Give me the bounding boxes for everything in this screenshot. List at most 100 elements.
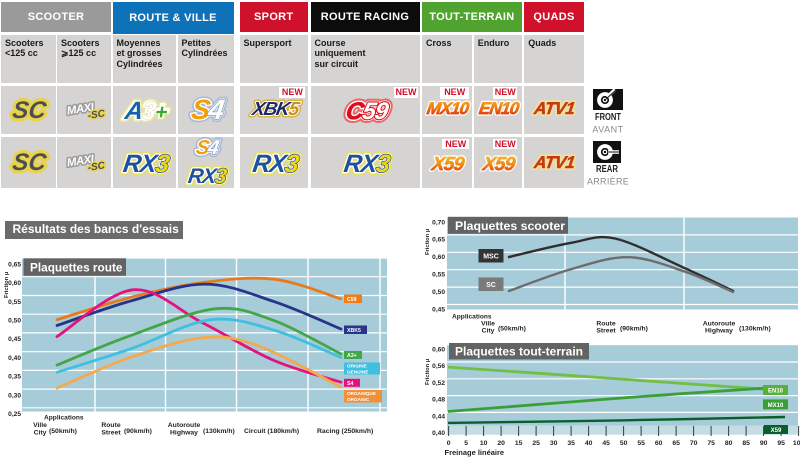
svg-text:(90km/h): (90km/h) bbox=[124, 428, 152, 435]
svg-text:65: 65 bbox=[672, 440, 680, 447]
svg-text:0,60: 0,60 bbox=[8, 280, 21, 287]
svg-text:A3+: A3+ bbox=[121, 97, 171, 125]
svg-text:ORIGINE: ORIGINE bbox=[347, 364, 367, 369]
svg-text:C59: C59 bbox=[343, 98, 390, 125]
svg-text:0,65: 0,65 bbox=[8, 261, 21, 268]
svg-text:X59: X59 bbox=[771, 428, 782, 434]
svg-text:Highway: Highway bbox=[170, 430, 198, 437]
svg-text:0,55: 0,55 bbox=[432, 272, 445, 279]
svg-text:MSC: MSC bbox=[483, 254, 499, 261]
svg-text:ORGANIC: ORGANIC bbox=[347, 397, 370, 402]
svg-text:80: 80 bbox=[725, 440, 733, 447]
svg-text:(130km/h): (130km/h) bbox=[203, 428, 235, 435]
svg-text:(50km/h): (50km/h) bbox=[498, 326, 526, 333]
svg-text:Friction µ: Friction µ bbox=[425, 229, 431, 255]
svg-text:Highway: Highway bbox=[705, 328, 733, 335]
svg-text:45: 45 bbox=[602, 440, 610, 447]
svg-text:A3+: A3+ bbox=[121, 97, 171, 125]
svg-text:Circuit (180km/h): Circuit (180km/h) bbox=[244, 428, 299, 435]
svg-text:(130km/h): (130km/h) bbox=[739, 326, 771, 333]
svg-text:RX3: RX3 bbox=[250, 150, 300, 178]
svg-text:ATV1: ATV1 bbox=[532, 99, 576, 118]
svg-text:S4: S4 bbox=[194, 137, 220, 159]
svg-text:MX10: MX10 bbox=[768, 403, 784, 409]
svg-text:Freinage linéaire: Freinage linéaire bbox=[445, 448, 505, 457]
svg-text:Route: Route bbox=[101, 422, 120, 429]
svg-text:A3+: A3+ bbox=[122, 97, 169, 125]
svg-text:30: 30 bbox=[550, 440, 558, 447]
svg-text:Friction µ: Friction µ bbox=[425, 359, 431, 385]
svg-text:60: 60 bbox=[655, 440, 663, 447]
svg-text:RX3: RX3 bbox=[121, 150, 171, 178]
svg-text:0,45: 0,45 bbox=[8, 336, 21, 343]
svg-text:RX3: RX3 bbox=[250, 150, 300, 178]
svg-text:RX3: RX3 bbox=[186, 165, 228, 188]
svg-text:ARRIÈRE: ARRIÈRE bbox=[587, 177, 629, 187]
svg-text:0,52: 0,52 bbox=[432, 380, 445, 387]
svg-text:Friction µ: Friction µ bbox=[4, 272, 10, 298]
svg-text:RX3: RX3 bbox=[121, 150, 171, 178]
svg-text:Ville: Ville bbox=[481, 321, 495, 328]
svg-text:XBK5: XBK5 bbox=[347, 328, 361, 334]
svg-text:EN10: EN10 bbox=[478, 99, 521, 118]
svg-text:0,40: 0,40 bbox=[8, 355, 21, 362]
svg-text:S4: S4 bbox=[189, 94, 226, 125]
svg-text:C59: C59 bbox=[343, 98, 390, 125]
svg-text:Applications: Applications bbox=[44, 415, 84, 422]
svg-text:Applications: Applications bbox=[452, 314, 492, 321]
svg-text:GENUINE: GENUINE bbox=[347, 370, 368, 375]
svg-text:35: 35 bbox=[567, 440, 575, 447]
svg-text:0,60: 0,60 bbox=[432, 254, 445, 261]
svg-text:15: 15 bbox=[515, 440, 523, 447]
svg-text:RX3: RX3 bbox=[342, 150, 392, 178]
svg-text:MX10: MX10 bbox=[426, 99, 471, 118]
svg-text:RX3: RX3 bbox=[342, 150, 392, 178]
svg-text:0,50: 0,50 bbox=[432, 289, 445, 296]
svg-text:City: City bbox=[482, 328, 495, 335]
svg-text:A3+: A3+ bbox=[347, 353, 357, 359]
svg-text:(50km/h): (50km/h) bbox=[49, 428, 77, 435]
svg-text:0,56: 0,56 bbox=[432, 363, 445, 370]
svg-text:85: 85 bbox=[742, 440, 750, 447]
svg-text:Ville: Ville bbox=[33, 422, 47, 429]
svg-text:S4: S4 bbox=[194, 137, 220, 159]
svg-text:0,45: 0,45 bbox=[432, 306, 445, 313]
svg-text:X59: X59 bbox=[430, 154, 466, 175]
svg-text:Street: Street bbox=[101, 430, 121, 437]
svg-text:10: 10 bbox=[480, 440, 488, 447]
svg-text:Plaquettes tout-terrain: Plaquettes tout-terrain bbox=[455, 345, 583, 359]
svg-text:Plaquettes route: Plaquettes route bbox=[30, 260, 123, 274]
svg-text:Racing (250km/h): Racing (250km/h) bbox=[317, 428, 373, 435]
svg-text:AVANT: AVANT bbox=[592, 125, 623, 135]
svg-text:Plaquettes scooter: Plaquettes scooter bbox=[455, 219, 565, 233]
svg-text:0: 0 bbox=[447, 440, 451, 447]
svg-text:C59: C59 bbox=[343, 98, 390, 125]
svg-text:SC: SC bbox=[11, 149, 49, 176]
svg-text:0,50: 0,50 bbox=[8, 318, 21, 325]
svg-text:EN10: EN10 bbox=[478, 99, 521, 118]
svg-text:0,70: 0,70 bbox=[432, 219, 445, 226]
svg-text:REAR: REAR bbox=[596, 163, 618, 175]
svg-text:0,65: 0,65 bbox=[432, 237, 445, 244]
svg-text:100: 100 bbox=[793, 440, 800, 447]
svg-text:Route: Route bbox=[596, 321, 615, 328]
svg-text:0,35: 0,35 bbox=[8, 374, 21, 381]
svg-text:SC: SC bbox=[11, 97, 49, 124]
svg-text:RX3: RX3 bbox=[342, 150, 392, 178]
svg-text:0,60: 0,60 bbox=[432, 346, 445, 353]
svg-text:70: 70 bbox=[690, 440, 698, 447]
svg-text:20: 20 bbox=[497, 440, 505, 447]
svg-text:RX3: RX3 bbox=[186, 165, 228, 188]
svg-text:-SC: -SC bbox=[87, 108, 106, 122]
svg-text:0,30: 0,30 bbox=[8, 392, 21, 399]
svg-text:SC: SC bbox=[486, 282, 496, 289]
svg-text:0,55: 0,55 bbox=[8, 299, 21, 306]
svg-text:S4: S4 bbox=[347, 381, 353, 387]
svg-text:0,40: 0,40 bbox=[432, 430, 445, 437]
svg-text:XBK5: XBK5 bbox=[249, 99, 301, 120]
svg-text:XBK5: XBK5 bbox=[249, 99, 301, 120]
svg-text:Street: Street bbox=[596, 328, 616, 335]
svg-text:RX3: RX3 bbox=[121, 150, 171, 178]
svg-text:ATV1: ATV1 bbox=[532, 99, 576, 118]
svg-text:5: 5 bbox=[464, 440, 468, 447]
